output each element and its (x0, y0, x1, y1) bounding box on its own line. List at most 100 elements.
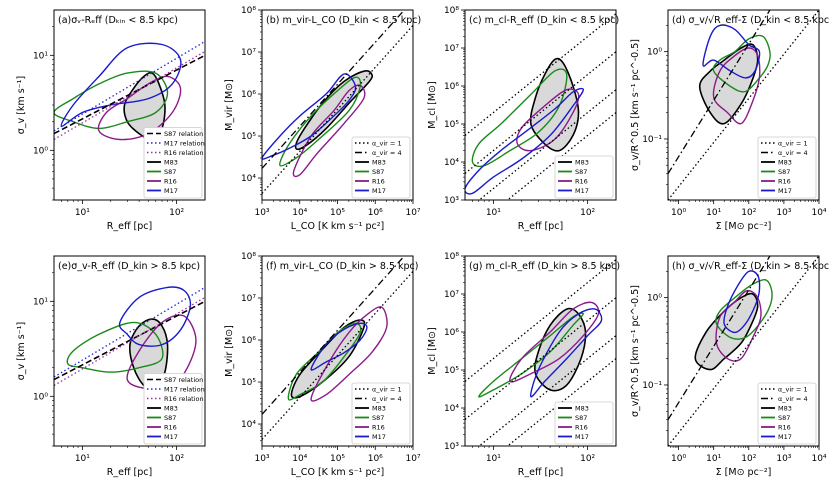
legend-label: S87 (372, 168, 384, 176)
reference-line-1 (465, 259, 616, 382)
y-tick-label: 10¹ (33, 51, 48, 61)
legend-label: α_vir = 4 (372, 395, 402, 403)
x-axis-label: Σ [M⊙ pc⁻²] (716, 467, 772, 478)
panel-e: 10¹ 10² 10⁰ 10¹ (e)σ_v-R_eff (D_kin > 8.5 kp… (16, 255, 206, 478)
legend-label: S87 (164, 168, 176, 176)
contour-m17 (465, 87, 585, 195)
x-tick-label: 10³ (254, 208, 269, 218)
x-tick-label: 10¹ (486, 208, 501, 218)
plot-area (54, 286, 205, 391)
legend-label: α_vir = 1 (778, 140, 808, 148)
x-axis-label: R_eff [pc] (518, 467, 563, 478)
contour-m83 (529, 57, 580, 152)
y-tick-label: 10³ (444, 196, 459, 206)
legend-label: α_vir = 1 (372, 140, 402, 148)
reference-line-0 (262, 24, 413, 194)
y-axis-label: M_vir [M⊙] (224, 325, 235, 377)
contour-s87 (478, 312, 585, 398)
legend-label: S87 (575, 414, 587, 422)
contour-m17 (530, 308, 603, 398)
reference-line-1 (262, 256, 406, 415)
y-tick-label: 10⁸ (241, 6, 256, 16)
y-tick-label: 10⁴ (444, 404, 459, 414)
reference-line-1 (668, 256, 771, 421)
legend-label: α_vir = 4 (372, 149, 402, 157)
panel-title: (a)σᵥ-Rₑff (Dₖᵢₙ < 8.5 kpc) (58, 15, 178, 26)
x-tick-label: 10² (169, 454, 184, 464)
y-tick-label: 10⁴ (241, 420, 256, 430)
x-tick-label: 10³ (254, 454, 269, 464)
x-tick-label: 10⁶ (368, 208, 383, 218)
y-tick-label: 10⁸ (241, 252, 256, 262)
x-tick-label: 10³ (776, 454, 791, 464)
legend-label: M17 relation (164, 140, 205, 148)
panel-f: 10³ 10⁴ 10⁵ 10⁶ 10⁷ 10⁴ 10⁵ 10⁶ 10⁷ 10⁸ (f) m_vir-… (224, 252, 421, 478)
contour-m17 (118, 286, 192, 347)
panel-g: 10¹ 10² 10³ 10⁴ 10⁵ 10⁶ 10⁷ 10⁸ (g) m_cl-R_eff (… (427, 252, 620, 478)
y-axis-label: σ_v/R^0.5 [km s⁻¹ pc^-0.5] (630, 285, 641, 417)
x-axis-label: L_CO [K km s⁻¹ pc²] (291, 221, 384, 232)
y-tick-label: 10⁸ (444, 252, 459, 262)
legend-label: M83 (372, 159, 386, 167)
legend-label: R16 relation (164, 149, 204, 157)
reference-line-0 (465, 297, 616, 420)
x-tick-label: 10² (580, 454, 595, 464)
legend-label: M17 (778, 187, 792, 195)
y-tick-label: 10⁴ (444, 158, 459, 168)
y-tick-label: 10⁷ (444, 44, 459, 54)
contour-r16 (509, 301, 600, 383)
reference-line-0 (668, 256, 819, 446)
y-tick-label: 10⁶ (241, 336, 256, 346)
reference-line-1 (262, 10, 406, 169)
x-tick-label: 10⁵ (330, 454, 345, 464)
legend-label: α_vir = 4 (778, 149, 808, 157)
y-axis-label: M_cl [M⊙] (427, 327, 438, 374)
plot-area (262, 10, 413, 194)
y-tick-label: 10⁶ (444, 82, 459, 92)
y-tick-label: 10⁻¹ (642, 135, 662, 145)
contour-m17 (702, 24, 761, 79)
contour-s87 (712, 34, 771, 93)
legend-label: R16 relation (164, 395, 204, 403)
x-tick-label: 10⁷ (405, 208, 420, 218)
x-tick-label: 10⁴ (811, 454, 826, 464)
legend-label: M83 (575, 159, 589, 167)
contour-r16 (310, 306, 388, 402)
x-tick-label: 10⁷ (405, 454, 420, 464)
x-tick-label: 10⁴ (292, 454, 307, 464)
legend-label: R16 (164, 424, 177, 432)
x-tick-label: 10² (741, 454, 756, 464)
legend-label: M17 (372, 187, 386, 195)
legend-label: M83 (575, 405, 589, 413)
x-tick-label: 10² (741, 208, 756, 218)
x-axis-label: Σ [M⊙ pc⁻²] (716, 221, 772, 232)
y-tick-label: 10⁷ (241, 294, 256, 304)
legend-box (554, 401, 614, 445)
panel-a: 10¹ 10² 10⁰ 10¹ (a)σᵥ-Rₑff (Dₖᵢₙ < 8.5 kpc) R… (16, 9, 206, 232)
panel-title: (d) σ_v/√R_eff-Σ (D_kin < 8.5 kpc) (672, 15, 830, 26)
panel-title: (b) m_vir-L_CO (D_kin < 8.5 kpc) (266, 15, 421, 26)
legend-label: R16 (778, 424, 791, 432)
x-tick-label: 10⁴ (292, 208, 307, 218)
contour-s87 (471, 68, 568, 168)
contour-r16 (516, 88, 580, 152)
plot-area (54, 40, 205, 141)
reference-line-1 (54, 286, 205, 378)
x-tick-label: 10⁶ (368, 454, 383, 464)
legend-label: M83 (372, 405, 386, 413)
panel-h: 10⁰ 10¹ 10² 10³ 10⁴ 10⁻¹ 10⁰ (h) σ_v/√R_eff-Σ (… (630, 255, 830, 478)
plot-area (668, 256, 819, 446)
x-tick-label: 10³ (776, 208, 791, 218)
x-tick-label: 10¹ (75, 454, 90, 464)
y-tick-label: 10⁴ (241, 174, 256, 184)
legend-label: M17 (164, 433, 178, 441)
legend-box (554, 155, 614, 199)
contour-r16 (712, 47, 761, 125)
reference-line-2 (54, 296, 205, 387)
panel-b: 10³ 10⁴ 10⁵ 10⁶ 10⁷ 10⁴ 10⁵ 10⁶ 10⁷ 10⁸ (b) m_vir-… (224, 6, 421, 232)
contour-s87 (54, 70, 169, 130)
legend-label: M17 (164, 187, 178, 195)
legend-label: S87 relation (164, 376, 203, 384)
legend-label: S87 (778, 168, 790, 176)
contour-m17 (262, 73, 357, 160)
